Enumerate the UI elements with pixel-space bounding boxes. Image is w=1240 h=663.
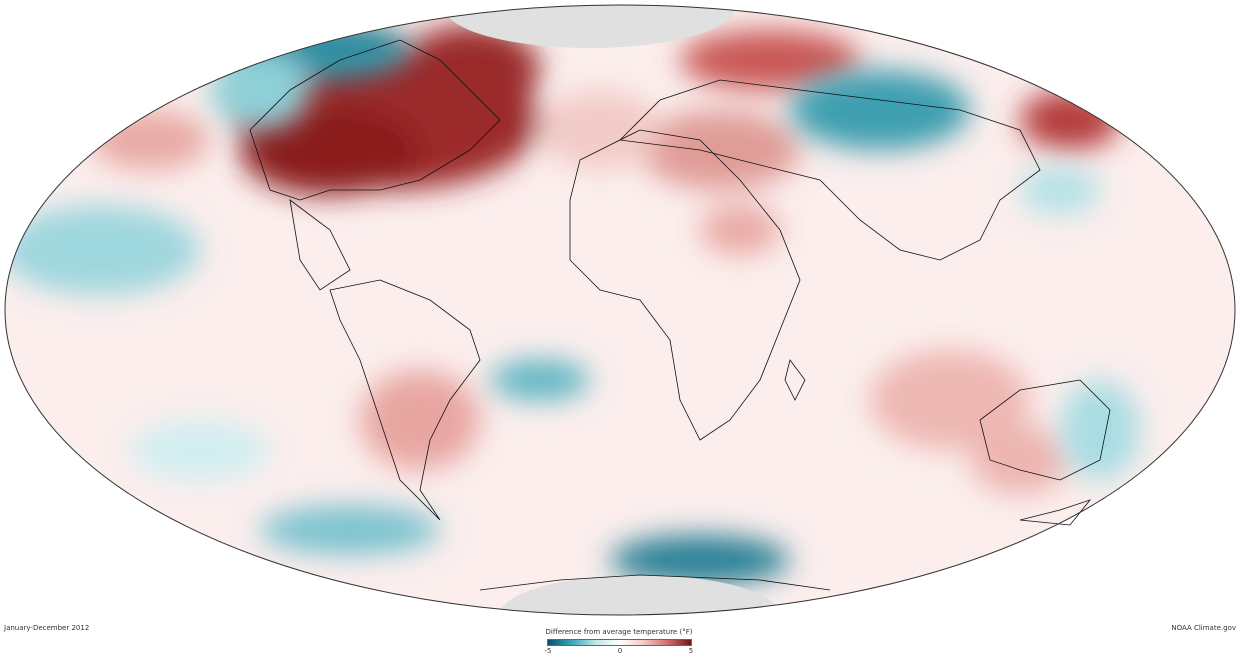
coastlines bbox=[249, 39, 1111, 591]
globe-outline bbox=[4, 4, 1236, 616]
legend-tick-min: -5 bbox=[544, 647, 552, 655]
period-label: January-December 2012 bbox=[4, 624, 90, 632]
world-temperature-map bbox=[4, 4, 1236, 616]
legend-color-bar bbox=[547, 639, 692, 646]
anomaly-field bbox=[5, 5, 1235, 615]
no-data-areas bbox=[445, 5, 780, 615]
legend-tick-max: 5 bbox=[688, 647, 694, 655]
credit-label: NOAA Climate.gov bbox=[1171, 624, 1236, 632]
color-legend: Difference from average temperature (°F)… bbox=[544, 628, 694, 661]
legend-tick-mid: 0 bbox=[617, 647, 623, 655]
legend-title: Difference from average temperature (°F) bbox=[545, 628, 693, 636]
cool-anomaly-regions bbox=[5, 20, 1140, 585]
